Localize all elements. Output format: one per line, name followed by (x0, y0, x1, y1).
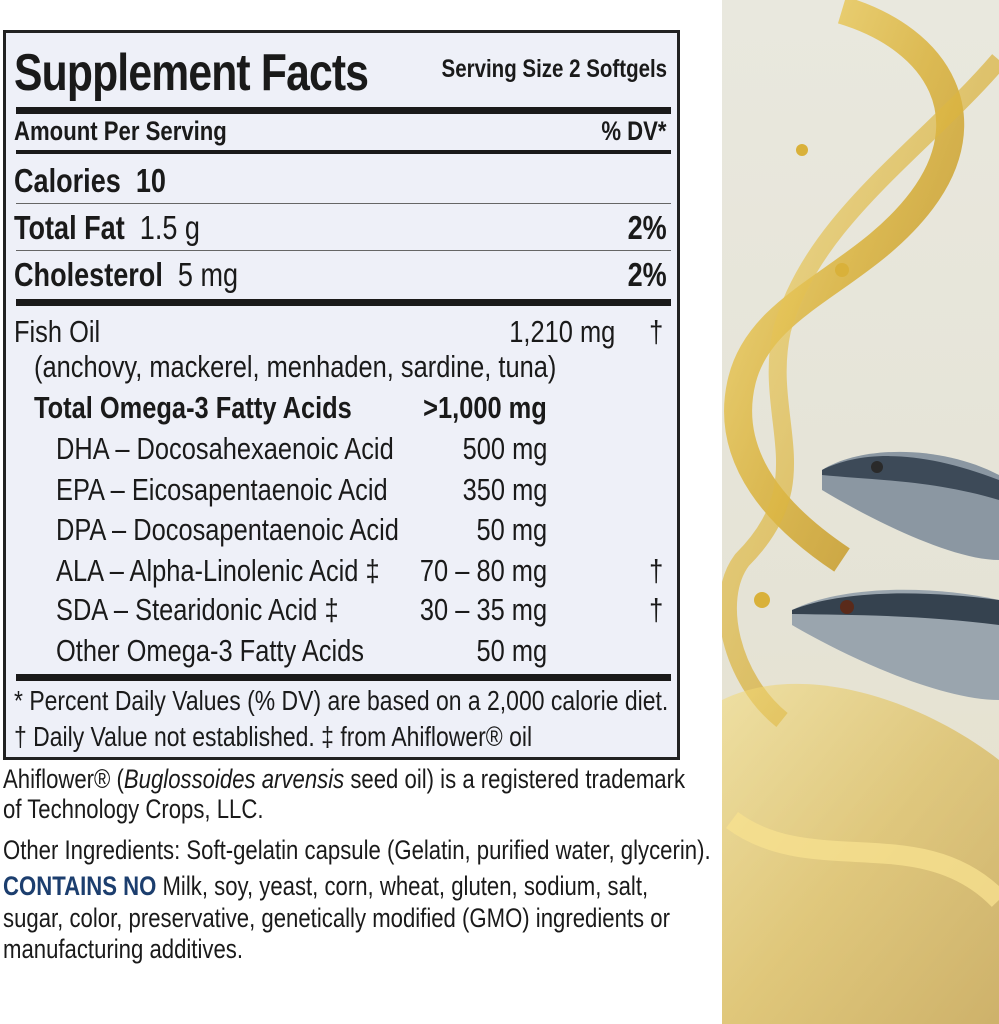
total-fat-dv: 2% (627, 209, 667, 246)
footnote-dv: * Percent Daily Values (% DV) are based … (14, 685, 669, 716)
calories-label: Calories (14, 162, 121, 199)
contains-no-label: CONTAINS NO (3, 871, 157, 901)
serving-size: Serving Size 2 Softgels (441, 55, 667, 83)
item-label: DPA – Docosapentaenoic Acid (56, 512, 399, 547)
footnote-not-established: † Daily Value not established. ‡ from Ah… (14, 721, 533, 752)
dv-header: % DV* (601, 116, 667, 146)
label-title: Supplement Facts (14, 44, 369, 102)
item-value: 350 mg (462, 472, 547, 507)
fish-lower (792, 589, 999, 700)
item-label: ALA – Alpha-Linolenic Acid ‡ (56, 553, 380, 588)
item-value: 50 mg (476, 633, 547, 668)
text: seed oil) is a registered trademark (344, 764, 686, 794)
contains-no-line2: sugar, color, preservative, genetically … (3, 903, 670, 933)
cholesterol-row: Cholesterol 5 mg (14, 258, 238, 291)
text: Ahiflower® ( (3, 764, 124, 794)
fish-oil-value: 1,210 mg (509, 314, 615, 349)
divider-thick (16, 674, 671, 681)
fish-upper (822, 451, 999, 560)
cholesterol-value: 5 mg (177, 256, 239, 293)
text: Milk, soy, yeast, corn, wheat, gluten, s… (156, 871, 649, 901)
total-omega3-value: >1,000 mg (423, 390, 547, 425)
fish-oil-photo (722, 0, 999, 1024)
item-dv: † (648, 553, 663, 588)
divider-thick (16, 299, 671, 306)
calories-value: 10 (135, 162, 166, 199)
fish-oil-label: Fish Oil (14, 314, 101, 349)
trademark-note: Ahiflower® (Buglossoides arvensis seed o… (3, 766, 685, 793)
item-value: 30 – 35 mg (419, 592, 547, 627)
item-value: 50 mg (476, 512, 547, 547)
cholesterol-dv: 2% (627, 256, 667, 293)
total-omega3-label: Total Omega-3 Fatty Acids (34, 390, 352, 425)
item-label: SDA – Stearidonic Acid ‡ (56, 592, 339, 627)
divider-thin (16, 203, 671, 204)
contains-no-line1: CONTAINS NO Milk, soy, yeast, corn, whea… (3, 873, 648, 900)
fish-oil-dv: † (648, 314, 663, 349)
item-dv: † (648, 592, 663, 627)
oil-splash-image (722, 0, 999, 1024)
divider-thick (16, 107, 671, 114)
item-label: Other Omega-3 Fatty Acids (56, 633, 364, 668)
divider-thin (16, 250, 671, 251)
contains-no-line3: manufacturing additives. (3, 934, 243, 964)
divider-medium (16, 150, 671, 154)
supplement-facts-label: Supplement Facts Serving Size 2 Softgels… (3, 30, 680, 760)
item-label: EPA – Eicosapentaenoic Acid (56, 472, 388, 507)
latin-name: Buglossoides arvensis (123, 764, 345, 794)
item-value: 70 – 80 mg (419, 553, 547, 588)
total-fat-row: Total Fat 1.5 g (14, 211, 200, 244)
calories-row: Calories 10 (14, 164, 166, 197)
fish-oil-sources: (anchovy, mackerel, menhaden, sardine, t… (34, 349, 557, 384)
trademark-note-line2: of Technology Crops, LLC. (3, 794, 264, 824)
total-fat-value: 1.5 g (139, 209, 200, 246)
item-value: 500 mg (462, 431, 547, 466)
item-label: DHA – Docosahexaenoic Acid (56, 431, 394, 466)
other-ingredients: Other Ingredients: Soft-gelatin capsule … (3, 835, 711, 865)
cholesterol-label: Cholesterol (14, 256, 163, 293)
amount-per-serving: Amount Per Serving (14, 116, 227, 146)
total-fat-label: Total Fat (14, 209, 125, 246)
